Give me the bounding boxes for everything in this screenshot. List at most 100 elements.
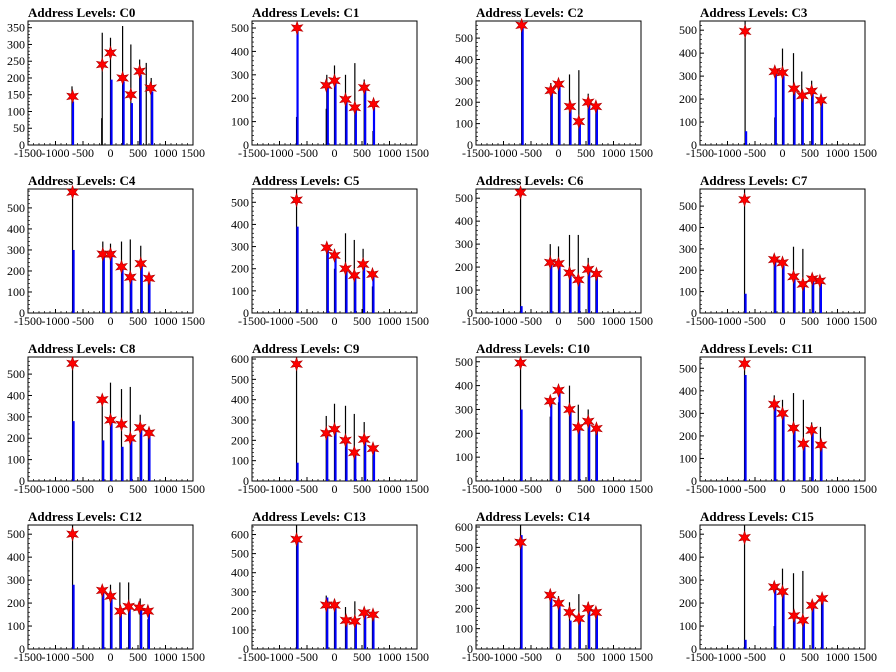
x-tick-label: 500 bbox=[577, 314, 595, 328]
y-tick-label: 500 bbox=[679, 199, 697, 213]
y-tick-label: 400 bbox=[231, 44, 249, 58]
y-tick-label: 500 bbox=[455, 191, 473, 205]
peak-marker bbox=[571, 419, 585, 435]
x-tick-label: 1500 bbox=[405, 650, 429, 664]
x-tick-label: 0 bbox=[780, 650, 786, 664]
x-tick-label: 1500 bbox=[853, 482, 877, 496]
peak-marker bbox=[115, 259, 128, 275]
peak-marker bbox=[357, 431, 371, 447]
y-tick-label: 500 bbox=[679, 23, 697, 37]
y-tick-label: 100 bbox=[455, 622, 473, 636]
peak-marker bbox=[776, 255, 789, 271]
x-tick-label: -500 bbox=[72, 314, 94, 328]
chart-panel-c9: Address Levels: C9 0 100 200 300 400 500 600 -15… bbox=[224, 336, 448, 504]
peak-marker bbox=[787, 608, 801, 624]
peak-marker bbox=[104, 412, 117, 428]
y-tick-label: 400 bbox=[7, 388, 25, 402]
y-tick-label: 200 bbox=[679, 596, 697, 610]
x-tick-label: -1000 bbox=[42, 482, 70, 496]
x-tick-label: 1000 bbox=[154, 314, 178, 328]
x-tick-label: -1500 bbox=[238, 146, 266, 160]
chart-panel-c8: Address Levels: C8 0 100 200 300 400 500 -1500-… bbox=[0, 336, 224, 504]
x-tick-label: -1500 bbox=[686, 314, 714, 328]
x-tick-label: -1000 bbox=[490, 650, 518, 664]
chart-svg: Address Levels: C80100200300400500-1500-… bbox=[7, 341, 205, 496]
peak-marker bbox=[347, 267, 361, 283]
x-tick-label: 1500 bbox=[405, 146, 429, 160]
chart-svg: Address Levels: C15 0 100 200 300 400 500 -1500… bbox=[679, 509, 877, 664]
chart-panel-c2: Address Levels: C2 0 100 200 300 400 500 -1500-… bbox=[448, 0, 672, 168]
y-tick-label: 200 bbox=[231, 433, 249, 447]
x-tick-label: -1000 bbox=[490, 314, 518, 328]
y-tick-label: 100 bbox=[7, 619, 25, 633]
peak-marker bbox=[787, 420, 800, 436]
peak-marker bbox=[290, 192, 303, 208]
x-tick-label: 1500 bbox=[181, 650, 205, 664]
peak-marker bbox=[767, 396, 781, 412]
peak-marker bbox=[134, 256, 148, 272]
peak-marker bbox=[813, 273, 827, 289]
peak-marker bbox=[768, 64, 782, 79]
y-tick-label: 100 bbox=[231, 623, 249, 637]
y-tick-label: 200 bbox=[455, 95, 473, 109]
chart-svg: Address Levels: C12 0 100 200 300 400 500 -1500… bbox=[7, 509, 205, 664]
x-tick-label: -1500 bbox=[686, 482, 714, 496]
x-tick-label: -1500 bbox=[238, 482, 266, 496]
x-tick-label: -1500 bbox=[238, 650, 266, 664]
x-tick-label: -1500 bbox=[238, 314, 266, 328]
x-tick-label: 0 bbox=[108, 314, 114, 328]
x-tick-label: -1500 bbox=[462, 650, 490, 664]
chart-svg: Address Levels: C10 0 100 200 300 400 500 -1500… bbox=[455, 341, 653, 496]
peak-marker bbox=[776, 405, 789, 421]
x-tick-label: -500 bbox=[744, 482, 766, 496]
peak-marker bbox=[366, 266, 379, 282]
y-tick-label: 400 bbox=[679, 384, 697, 398]
x-tick-label: 1000 bbox=[154, 482, 178, 496]
x-tick-label: -1000 bbox=[266, 482, 294, 496]
chart-title: Address Levels: C13 bbox=[252, 509, 366, 524]
y-tick-label: 0 bbox=[243, 306, 249, 320]
x-tick-label: -1500 bbox=[14, 650, 42, 664]
y-tick-label: 0 bbox=[467, 306, 473, 320]
peak-marker bbox=[141, 603, 155, 619]
x-tick-label: -1000 bbox=[42, 146, 70, 160]
peak-marker bbox=[776, 584, 789, 600]
y-tick-label: 0 bbox=[19, 474, 25, 488]
y-tick-label: 300 bbox=[7, 573, 25, 587]
chart-title: Address Levels: C12 bbox=[28, 509, 142, 524]
x-tick-label: 1500 bbox=[629, 314, 653, 328]
x-tick-label: -1000 bbox=[490, 146, 518, 160]
y-tick-label: 100 bbox=[679, 619, 697, 633]
y-tick-label: 600 bbox=[231, 528, 249, 542]
x-tick-label: 1000 bbox=[826, 650, 850, 664]
x-tick-label: -500 bbox=[72, 482, 94, 496]
x-tick-label: -1000 bbox=[490, 482, 518, 496]
y-tick-label: 250 bbox=[7, 54, 25, 68]
x-tick-label: 1000 bbox=[826, 146, 850, 160]
x-tick-label: -500 bbox=[744, 650, 766, 664]
x-tick-label: -500 bbox=[744, 146, 766, 160]
chart-svg: Address Levels: C70100200300400500-1500-… bbox=[679, 173, 877, 328]
x-tick-label: 1000 bbox=[826, 482, 850, 496]
x-tick-label: 1000 bbox=[378, 314, 402, 328]
x-tick-label: 500 bbox=[353, 650, 371, 664]
y-tick-label: 200 bbox=[231, 262, 249, 276]
chart-panel-c14: Address Levels: C14 0 100 200 300 400 500 600 -1… bbox=[448, 504, 672, 672]
x-tick-label: 1500 bbox=[853, 650, 877, 664]
chart-title: Address Levels: C11 bbox=[700, 341, 813, 356]
y-tick-label: 200 bbox=[455, 601, 473, 615]
y-tick-label: 500 bbox=[7, 367, 25, 381]
x-tick-label: 500 bbox=[801, 482, 819, 496]
peak-marker bbox=[581, 600, 595, 616]
y-tick-label: 0 bbox=[467, 474, 473, 488]
y-tick-label: 400 bbox=[679, 46, 697, 60]
y-tick-label: 600 bbox=[231, 352, 249, 366]
x-tick-label: -1000 bbox=[714, 482, 742, 496]
peak-marker bbox=[563, 604, 576, 620]
y-tick-label: 50 bbox=[13, 121, 25, 135]
y-tick-label: 0 bbox=[467, 642, 473, 656]
x-tick-label: -1000 bbox=[266, 650, 294, 664]
peak-marker bbox=[767, 579, 781, 595]
x-tick-label: 1000 bbox=[378, 146, 402, 160]
y-tick-label: 500 bbox=[231, 195, 249, 209]
